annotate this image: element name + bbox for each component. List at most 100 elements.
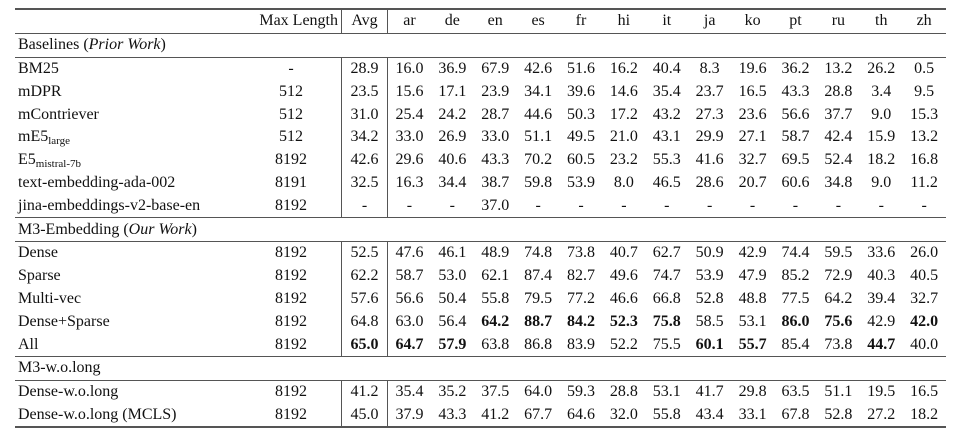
score-cell-zh: -	[902, 194, 946, 219]
avg-cell: 57.6	[341, 287, 388, 311]
header-lang-ru: ru	[816, 7, 860, 34]
avg-cell: 65.0	[341, 333, 388, 357]
score-cell-ru: 73.8	[816, 333, 860, 357]
score-cell-en: 63.8	[473, 333, 517, 357]
score-cell-ar: 58.7	[395, 267, 424, 285]
model-name-text: Dense+Sparse	[18, 312, 110, 330]
score-cell-ar: 29.6	[395, 151, 424, 169]
max-length-cell: 8192	[243, 403, 342, 429]
avg-cell: 52.5	[341, 241, 388, 265]
score-cell-it: 75.5	[645, 333, 689, 357]
score-cell-ar: 64.7	[387, 333, 431, 357]
score-cell-th: 15.9	[867, 128, 896, 146]
score-cell-ru: 42.4	[824, 128, 853, 146]
score-cell-th: 44.7	[859, 333, 903, 357]
score-cell-en: 38.7	[481, 173, 510, 191]
score-cell-hi: 28.8	[609, 383, 638, 401]
score-cell-th: 26.2	[867, 59, 896, 77]
score-cell-es: 74.8	[524, 244, 553, 262]
score-cell-it: 55.8	[645, 403, 689, 429]
score-cell-hi: 17.2	[609, 105, 638, 123]
table-row: Sparse 8192 62.2 58.7 53.0 62.1 87.4 82.7 49.6 74…	[15, 264, 946, 288]
max-length-value: 512	[279, 128, 303, 146]
score-cell-th: -	[859, 194, 903, 219]
header-lang-it: it	[645, 7, 689, 34]
score-cell-ja: 41.7	[695, 383, 724, 401]
score-cell-ko: 16.5	[738, 82, 767, 100]
score-cell-th: 40.3	[867, 267, 896, 285]
score-cell-hi: -	[602, 194, 646, 219]
score-cell-zh: 11.2	[910, 173, 938, 191]
score-cell-ar: 47.6	[395, 244, 424, 262]
score-cell-it: 74.7	[652, 267, 681, 285]
score-cell-pt: 77.5	[781, 289, 810, 307]
score-cell-ar: 37.9	[387, 403, 431, 429]
section-title: Baselines (Prior Work)	[15, 33, 946, 58]
score-cell-ar: 16.3	[395, 173, 424, 191]
score-cell-it: 55.3	[652, 151, 681, 169]
section-title-text: M3-Embedding (	[18, 220, 129, 238]
avg-cell: 31.0	[341, 103, 388, 126]
model-name: mDPR	[15, 80, 243, 103]
score-cell-en: 67.9	[481, 59, 510, 77]
max-length-value: -	[288, 59, 294, 77]
score-cell-ar: 63.0	[395, 312, 424, 330]
score-cell-it: 43.1	[652, 128, 681, 146]
avg-cell: -	[341, 194, 388, 219]
max-length-cell: 8192	[243, 241, 342, 264]
score-cell-ru: 52.4	[824, 151, 853, 169]
score-cell-fr: 64.6	[559, 403, 603, 429]
section-title-suffix: )	[191, 220, 197, 238]
score-cell-ru: 13.2	[824, 59, 853, 77]
table-row: E5mistral-7b 8192 42.6 29.6 40.6 43.3 70.2 60.5…	[15, 148, 946, 172]
section-title-text: Baselines (	[18, 36, 89, 54]
avg-cell: 23.5	[341, 80, 388, 104]
avg-cell: 62.2	[341, 264, 388, 288]
score-cell-ru: 72.9	[824, 267, 853, 285]
score-cell-ja: 52.8	[695, 289, 724, 307]
score-cell-ko: 42.9	[738, 244, 767, 262]
model-name-text: mDPR	[18, 82, 62, 100]
avg-cell: 34.2	[341, 125, 388, 149]
score-cell-zh: 16.5	[910, 383, 939, 401]
section-title: M3-Embedding (Our Work)	[15, 217, 946, 242]
score-cell-ru: 59.5	[824, 244, 853, 262]
header-lang-en: en	[473, 7, 517, 34]
score-cell-hi: 23.2	[609, 151, 638, 169]
score-cell-pt: 85.4	[774, 333, 817, 357]
max-length-value: 512	[279, 82, 303, 100]
header-lang-ja: ja	[688, 7, 732, 34]
score-cell-ar: 56.6	[395, 289, 424, 307]
max-length-cell: 8192	[243, 265, 342, 288]
score-cell-it: 53.1	[652, 383, 681, 401]
score-cell-de: 43.3	[430, 403, 474, 429]
max-length-cell: 8191	[243, 172, 342, 195]
score-cell-de: 34.4	[438, 173, 467, 191]
score-cell-hi: 32.0	[602, 403, 646, 429]
model-name-text: text-embedding-ada-002	[18, 173, 176, 191]
score-cell-zh: 40.0	[902, 333, 946, 357]
score-cell-ru: 51.1	[824, 383, 853, 401]
score-cell-th: 19.5	[867, 383, 896, 401]
score-cell-hi: 16.2	[609, 59, 638, 77]
score-cell-it: 62.7	[652, 244, 681, 262]
score-cell-ko: 20.7	[738, 173, 767, 191]
score-cell-en: 64.2	[481, 312, 510, 330]
section-title-italic: Prior Work	[88, 36, 161, 54]
score-cell-th: 18.2	[867, 151, 896, 169]
header-row: Max Length Avg ar de en es fr hi it ja ko pt ru th z…	[15, 7, 946, 34]
score-cell-pt: 67.8	[774, 403, 817, 429]
score-cell-fr: 84.2	[567, 312, 595, 330]
score-cell-ja: 43.4	[688, 403, 732, 429]
header-lang-pt: pt	[774, 7, 817, 34]
score-cell-ar: 15.6	[395, 82, 424, 100]
score-cell-ru: -	[816, 194, 860, 219]
score-cell-ar: 33.0	[395, 128, 424, 146]
max-length-value: 8191	[275, 173, 307, 191]
score-cell-ja: 29.9	[695, 128, 724, 146]
table-row: All 8192 65.0 64.7 57.9 63.8 86.8 83.9 52.2 75.5 6…	[15, 333, 946, 357]
score-cell-ja: 23.7	[695, 82, 724, 100]
score-cell-es: 70.2	[524, 151, 553, 169]
score-cell-de: 46.1	[438, 244, 467, 262]
score-cell-pt: 85.2	[781, 267, 810, 285]
